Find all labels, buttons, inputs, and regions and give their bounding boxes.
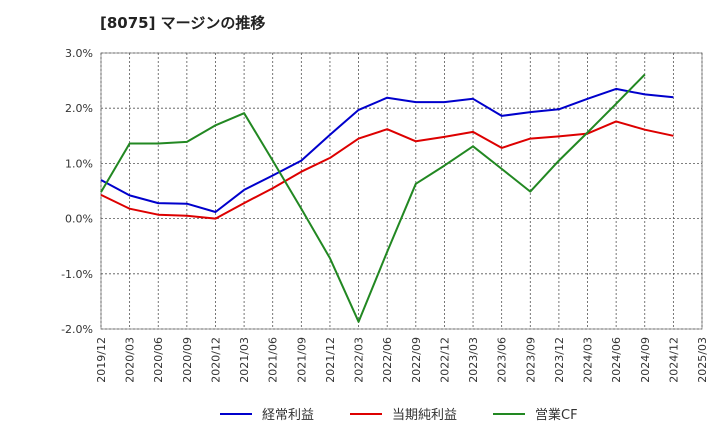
y-tick-label: -1.0%: [61, 268, 93, 281]
x-tick-label: 2020/09: [181, 337, 194, 383]
plot-area: [100, 52, 703, 330]
y-tick-label: 2.0%: [65, 102, 93, 115]
series-line-2: [100, 73, 646, 323]
x-tick-label: 2025/03: [696, 337, 709, 383]
x-tick-label: 2023/12: [553, 337, 566, 383]
y-tick-label: -2.0%: [61, 323, 93, 336]
x-tick-label: 2021/09: [295, 337, 308, 383]
x-tick-label: 2022/09: [410, 337, 423, 383]
x-tick-label: 2023/06: [496, 337, 509, 383]
legend-label-1: 当期純利益: [392, 408, 457, 423]
x-tick-label: 2024/03: [582, 337, 595, 383]
x-tick-label: 2022/12: [438, 337, 451, 383]
x-tick-label: 2020/03: [124, 337, 137, 383]
x-tick-label: 2024/12: [667, 337, 680, 383]
x-tick-label: 2020/06: [152, 337, 165, 383]
y-tick-label: 1.0%: [65, 157, 93, 170]
x-tick-label: 2021/12: [324, 337, 337, 383]
x-tick-label: 2019/12: [95, 337, 108, 383]
x-tick-label: 2024/06: [610, 337, 623, 383]
y-tick-label: 3.0%: [65, 47, 93, 60]
x-tick-label: 2022/03: [353, 337, 366, 383]
x-tick-label: 2023/09: [524, 337, 537, 383]
series-line-0: [100, 87, 674, 213]
legend-label-2: 営業CF: [535, 407, 578, 423]
x-tick-label: 2023/03: [467, 337, 480, 383]
legend-label-0: 経常利益: [262, 408, 314, 423]
y-tick-label: 0.0%: [65, 213, 93, 226]
chart-title: [8075] マージンの推移: [100, 14, 266, 32]
x-tick-label: 2024/09: [639, 337, 652, 383]
x-tick-label: 2022/06: [381, 337, 394, 383]
x-tick-label: 2021/06: [267, 337, 280, 383]
x-tick-label: 2020/12: [209, 337, 222, 383]
series-line-1: [100, 120, 674, 220]
x-tick-label: 2021/03: [238, 337, 251, 383]
